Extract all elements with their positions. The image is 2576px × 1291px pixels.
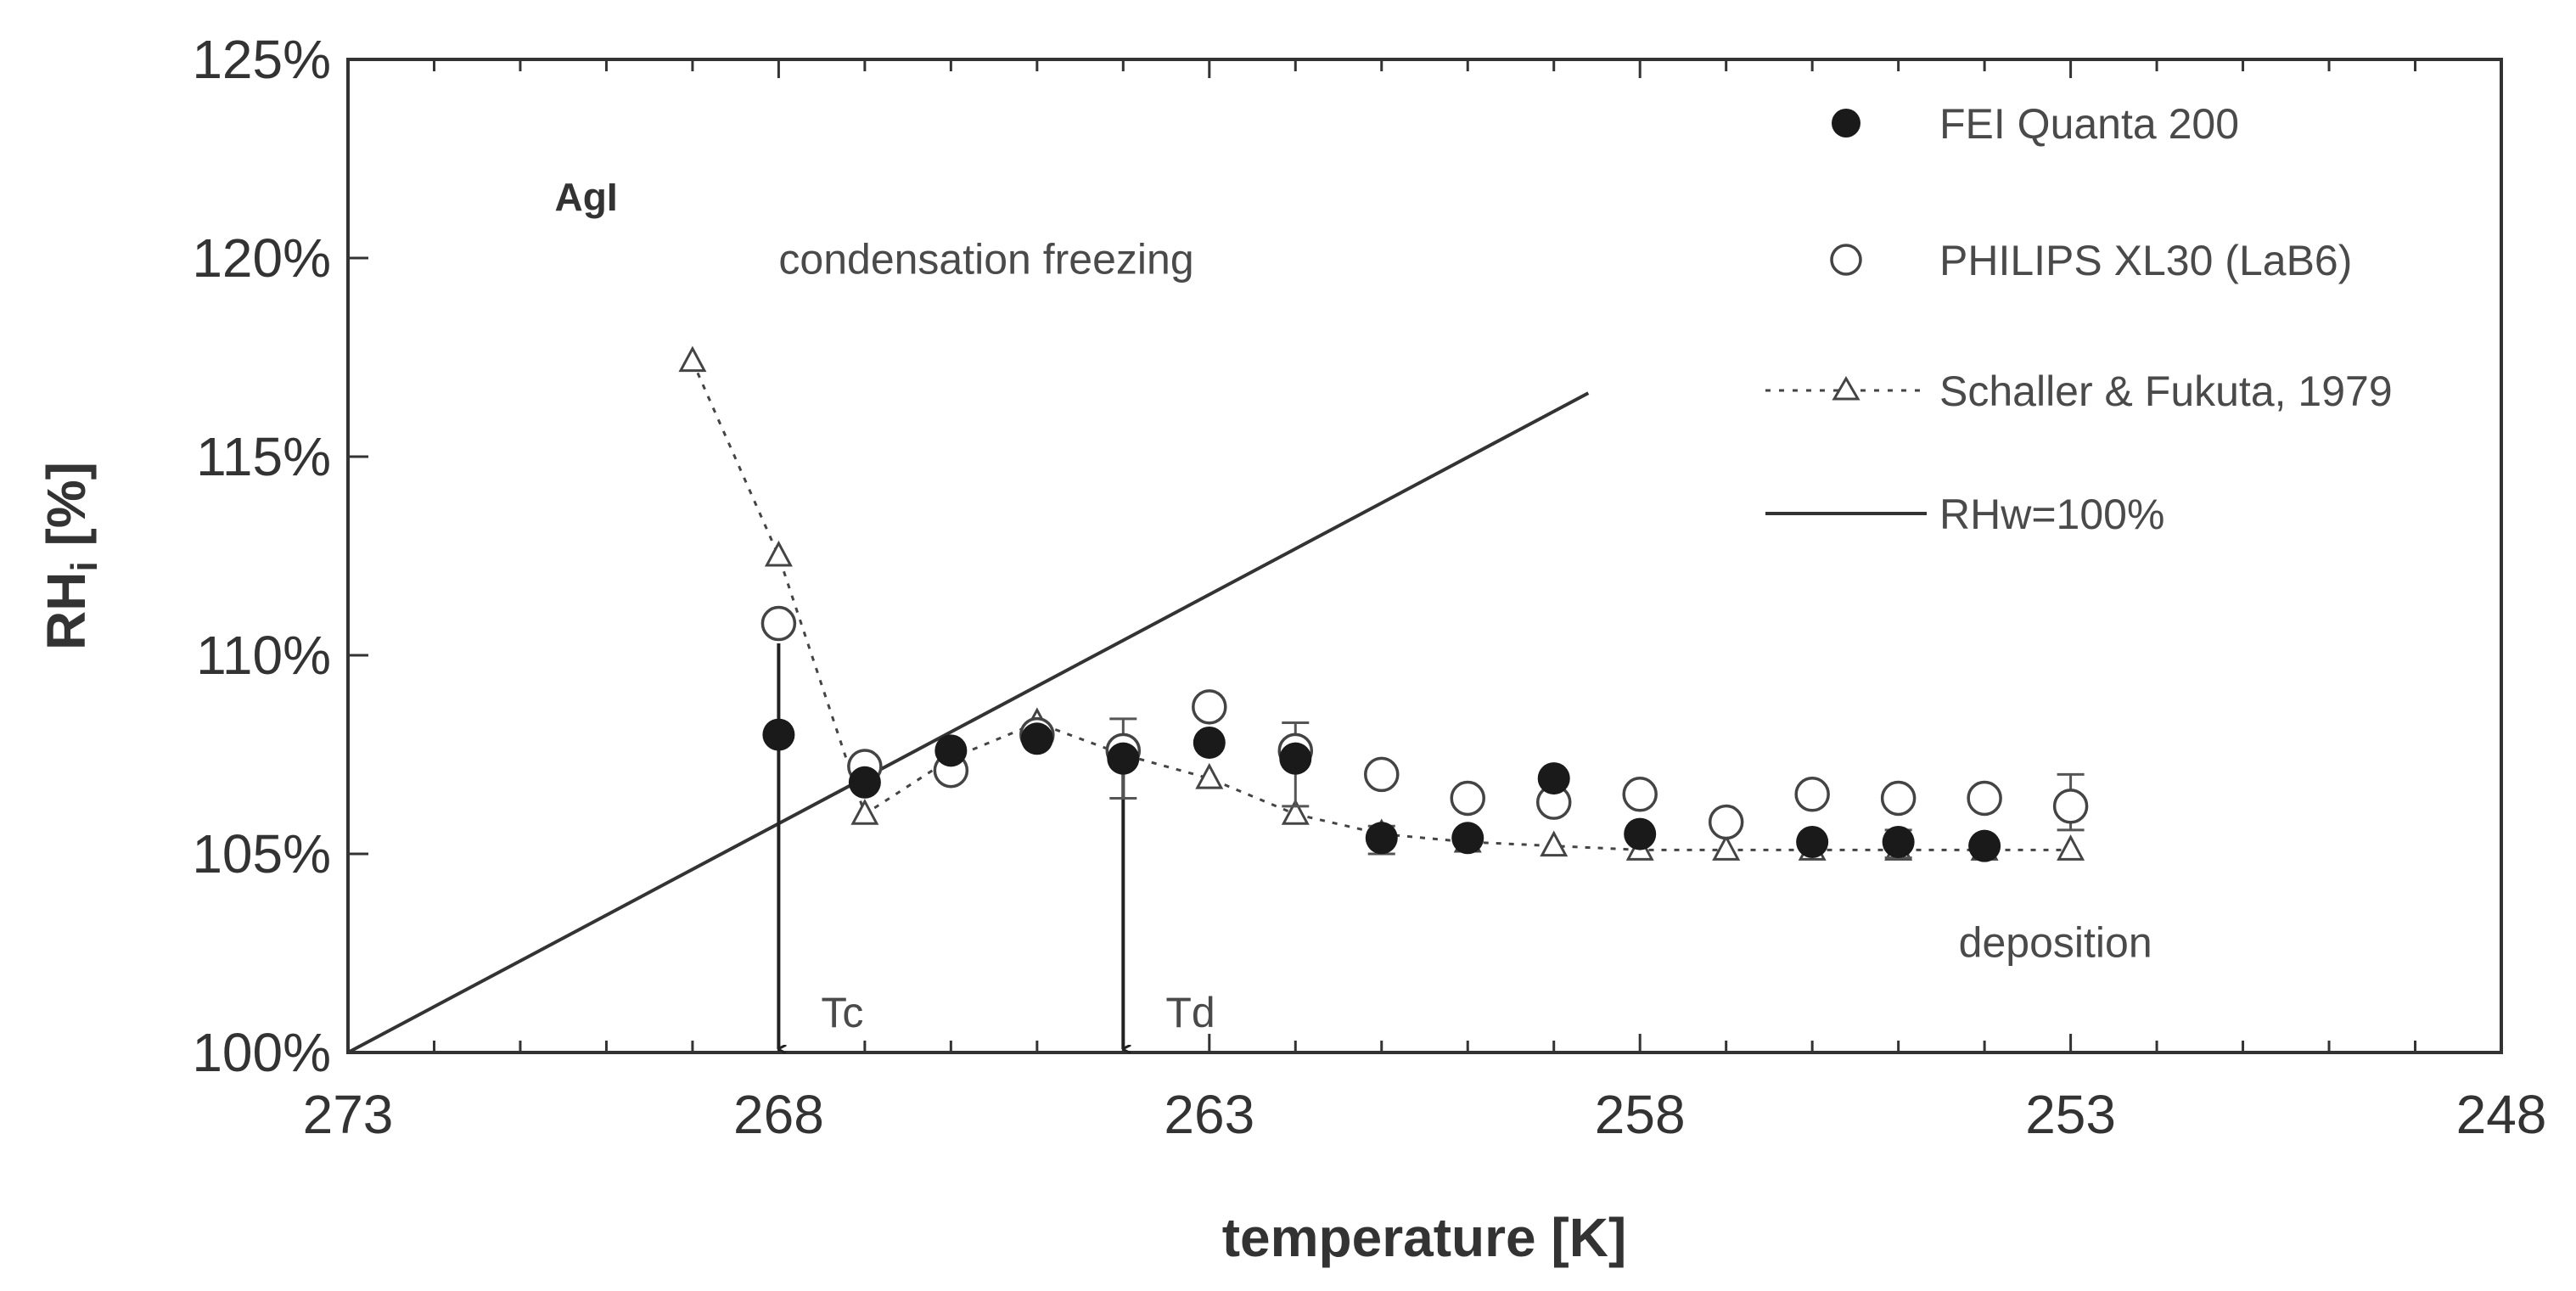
fei-point	[1624, 817, 1657, 850]
fei-point	[1882, 825, 1915, 858]
legend-fei-label: FEI Quanta 200	[1939, 100, 2239, 148]
error-bars	[1109, 717, 2085, 860]
legend-schaller-marker	[1832, 376, 1860, 401]
philips-point	[2052, 789, 2089, 824]
philips-point	[760, 605, 797, 642]
y-tick-label: 115%	[196, 426, 331, 487]
fei-point	[1451, 822, 1484, 855]
fei-point	[1968, 829, 2001, 862]
legend-philips-marker	[1830, 244, 1862, 276]
fei-point	[1365, 822, 1398, 855]
philips-point	[1708, 804, 1744, 840]
fei-point	[1279, 742, 1312, 775]
annotation-condensation-freezing: condensation freezing	[778, 236, 1193, 283]
philips-point	[1967, 780, 2002, 817]
y-axis-title-sub: i	[64, 561, 105, 571]
y-tick-label: 100%	[192, 1022, 331, 1083]
x-tick-label: 253	[2025, 1084, 2116, 1145]
temperature-arrows: Tc Td	[777, 643, 1215, 1049]
fei-point	[1193, 726, 1226, 759]
schaller-point	[764, 540, 793, 567]
philips-point	[1794, 777, 1830, 812]
philips-series	[760, 605, 2089, 840]
legend: FEI Quanta 200 PHILIPS XL30 (LaB6) Schal…	[1765, 100, 2393, 538]
fei-point	[1796, 825, 1829, 858]
x-axis-title: temperature [K]	[1222, 1207, 1627, 1268]
y-tick-label: 105%	[192, 823, 331, 884]
x-tick-label: 263	[1164, 1084, 1254, 1145]
arrow-label-tc: Tc	[821, 989, 863, 1036]
schaller-point	[678, 345, 707, 373]
schaller-point	[1195, 762, 1224, 789]
philips-point	[1880, 780, 1917, 817]
tick-labels: 273 268 263 258 253 248 100% 105% 110% 115% 120% 12…	[192, 29, 2546, 1145]
fei-point	[934, 734, 968, 767]
fei-point	[1107, 742, 1140, 775]
minor-ticks	[346, 58, 2503, 1054]
x-tick-label: 258	[1595, 1084, 1686, 1145]
schaller-point	[1281, 799, 1310, 825]
arrow-label-td: Td	[1165, 989, 1215, 1036]
fei-point	[1537, 762, 1570, 795]
x-tick-label: 273	[303, 1084, 394, 1145]
y-axis-title-main: RH	[36, 572, 97, 650]
philips-point	[1622, 777, 1658, 812]
x-tick-label: 268	[733, 1084, 824, 1145]
schaller-point	[850, 799, 879, 825]
philips-point	[1364, 756, 1400, 793]
y-tick-label: 120%	[192, 227, 331, 289]
plot-frame	[346, 58, 2503, 1054]
y-tick-label: 110%	[196, 625, 331, 686]
rhw-line-group	[347, 391, 1590, 1054]
schaller-point	[1540, 830, 1569, 857]
legend-rhw-label: RHw=100%	[1939, 491, 2164, 538]
legend-schaller-label: Schaller & Fukuta, 1979	[1939, 368, 2393, 415]
legend-philips-label: PHILIPS XL30 (LaB6)	[1939, 237, 2352, 284]
y-axis-title-suffix: [%]	[36, 462, 97, 561]
x-tick-label: 248	[2456, 1084, 2547, 1145]
fei-point	[1020, 722, 1053, 755]
rhw-line	[347, 391, 1590, 1054]
schaller-point	[2057, 834, 2085, 861]
annotation-deposition: deposition	[1959, 919, 2152, 967]
schaller-line	[691, 361, 2071, 851]
fei-point	[762, 718, 795, 751]
legend-fei-marker	[1832, 109, 1860, 138]
fei-point	[848, 766, 881, 799]
philips-point	[1192, 689, 1227, 725]
y-tick-label: 125%	[192, 29, 331, 90]
y-axis-title: RHi [%]	[36, 462, 105, 650]
schaller-point	[1712, 834, 1741, 861]
philips-point	[1450, 780, 1485, 817]
annotation-agi: AgI	[555, 175, 618, 219]
annotations: AgI condensation freezing deposition	[555, 175, 2152, 967]
fei-series	[762, 718, 2001, 862]
